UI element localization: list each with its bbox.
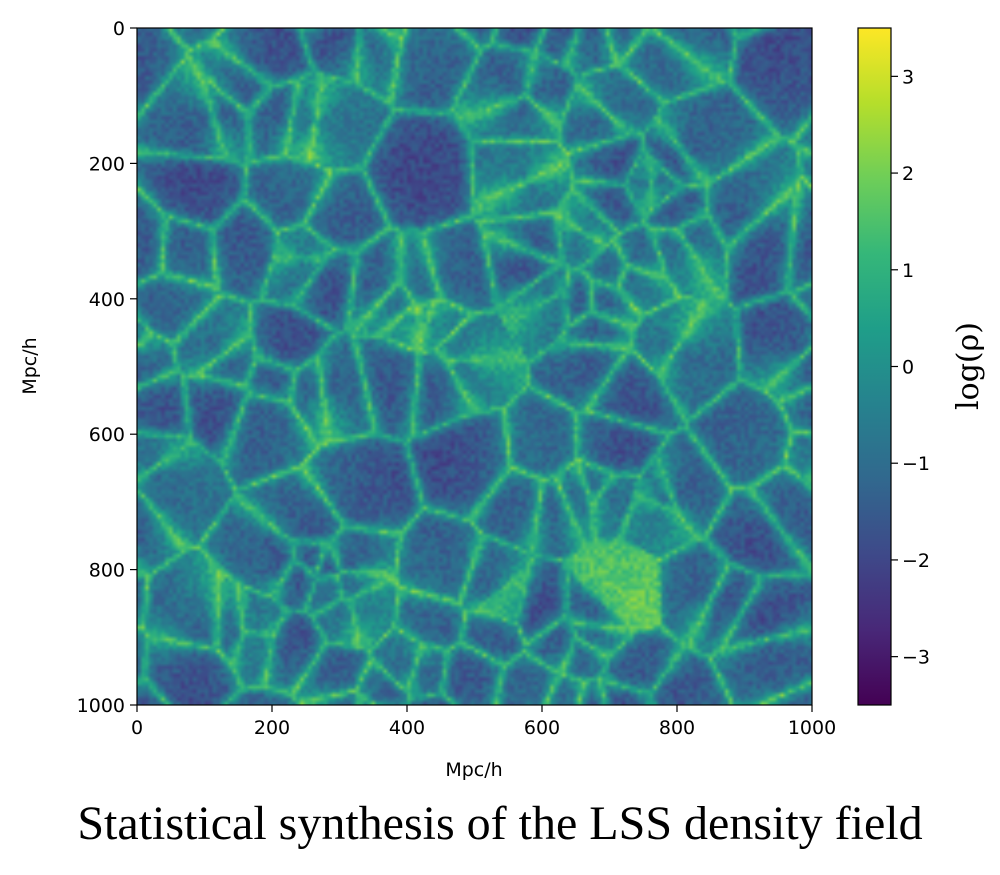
colorbar-tick-label: −3 [902,647,930,669]
y-tick-label: 600 [89,424,125,446]
colorbar-tick-label: −1 [902,453,930,475]
colorbar-tick-label: 2 [902,163,914,185]
colorbar-label: log(ρ) [951,322,986,410]
x-tick-label: 400 [389,717,425,739]
colorbar [857,27,892,706]
y-tick-label: 400 [89,289,125,311]
x-axis-label: Mpc/h [445,759,502,781]
y-axis: 0 200 400 600 800 1000 [77,18,137,717]
x-axis: 0 200 400 600 800 1000 [131,705,836,739]
figure: 0 200 400 600 800 1000 0 200 400 600 800 1000 Mpc/… [19,18,986,781]
figure-caption: Statistical synthesis of the LSS density… [77,797,923,850]
colorbar-tick-label: 3 [902,66,914,88]
colorbar-ticks: 3 2 1 0 −1 −2 −3 [891,66,930,669]
x-tick-label: 800 [659,717,695,739]
density-field-image [137,28,812,705]
density-field-heatmap [137,28,812,705]
x-tick-label: 200 [254,717,290,739]
colorbar-tick-label: 0 [902,357,914,379]
plot-frame [136,27,813,706]
x-tick-label: 600 [524,717,560,739]
y-tick-label: 1000 [77,695,125,717]
colorbar-tick-label: 1 [902,260,914,282]
x-tick-label: 0 [131,717,143,739]
y-tick-label: 200 [89,153,125,175]
colorbar-tick-label: −2 [902,550,930,572]
y-axis-label: Mpc/h [19,337,41,394]
y-tick-label: 800 [89,560,125,582]
x-tick-label: 1000 [788,717,836,739]
y-tick-label: 0 [113,18,125,40]
